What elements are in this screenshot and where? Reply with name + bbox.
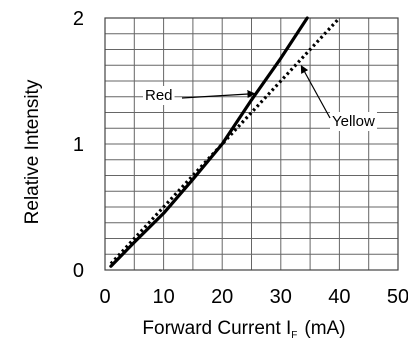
x-tick-label: 10	[152, 286, 174, 308]
tick-labels: 0 10 20 30 40 50 0 1 2	[73, 8, 408, 308]
annotation-label-yellow: Yellow	[332, 113, 375, 130]
x-tick-label: 20	[211, 286, 233, 308]
x-tick-label: 30	[270, 286, 292, 308]
y-tick-label: 0	[73, 260, 84, 282]
x-axis-title-main: Forward Current I	[142, 318, 291, 339]
y-axis-title: Relative Intensity	[22, 79, 43, 224]
x-axis-title-subscript: F	[291, 330, 297, 341]
annotations: Red Yellow	[143, 65, 377, 131]
x-tick-label: 50	[387, 286, 408, 308]
x-axis-title-unit: (mA)	[304, 318, 345, 339]
annotation-arrow-yellow	[300, 65, 331, 119]
y-tick-label: 2	[73, 8, 84, 30]
series-line-red	[109, 16, 309, 268]
series-lines	[109, 16, 341, 268]
annotation-label-bg	[330, 112, 377, 131]
plot-frame	[104, 17, 399, 271]
y-tick-label: 1	[73, 134, 84, 156]
annotation-label-red: Red	[145, 87, 173, 104]
x-tick-label: 40	[328, 286, 350, 308]
annotation-arrow-red	[181, 90, 256, 99]
grid	[104, 17, 399, 271]
annotation-label-bg	[143, 86, 175, 105]
x-axis-title: Forward Current IF (mA)	[142, 318, 345, 341]
x-tick-label: 0	[99, 286, 110, 308]
